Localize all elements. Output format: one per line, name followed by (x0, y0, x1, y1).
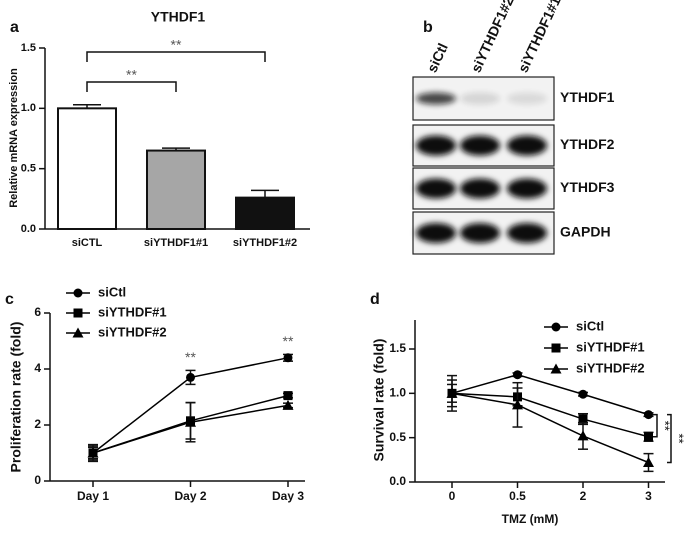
significance-label: ** (126, 67, 137, 83)
panel-label: b (423, 19, 433, 36)
marker (283, 391, 293, 401)
legend-label: siCtl (576, 318, 604, 333)
significance-label: ** (658, 421, 673, 431)
x-tick-label: 0.5 (509, 489, 526, 503)
significance-bracket (667, 413, 672, 464)
blot-band (460, 178, 500, 199)
blot-band (460, 223, 500, 243)
significance-label: ** (672, 433, 685, 443)
y-tick-label: 2 (34, 417, 41, 431)
blot-band (460, 92, 500, 105)
legend-label: siYTHDF#1 (98, 304, 167, 319)
line (451, 392, 649, 438)
line (451, 373, 649, 416)
lane-label: siYTHDF1#2 (468, 0, 517, 75)
marker (446, 387, 458, 398)
blot-band (416, 92, 456, 105)
blot-band (507, 135, 547, 156)
marker (185, 416, 196, 427)
bar (235, 196, 295, 230)
y-axis-label: Relative mRNA expression (8, 68, 20, 208)
marker (578, 389, 588, 399)
significance-label: ** (185, 349, 196, 365)
significance-bracket (86, 51, 266, 62)
y-tick-label: 1.0 (389, 386, 406, 400)
y-axis-label: Survival rate (fold) (371, 339, 387, 462)
marker (644, 432, 653, 442)
chart-title: YTHDF1 (151, 9, 206, 25)
marker (643, 456, 654, 467)
significance-label: ** (283, 333, 294, 349)
blot-band (416, 223, 456, 243)
x-tick-label: Day 3 (272, 489, 304, 503)
marker (186, 372, 195, 382)
y-tick-label: 0.5 (389, 430, 406, 444)
marker (512, 399, 523, 410)
blot-band (507, 223, 547, 243)
legend-marker (551, 322, 561, 332)
protein-label: YTHDF2 (560, 136, 615, 152)
line (451, 392, 649, 464)
x-tick-label: Day 2 (174, 489, 206, 503)
legend-marker (73, 308, 83, 318)
blot-band (416, 135, 456, 156)
blot-band (460, 135, 500, 156)
protein-label: GAPDH (560, 224, 611, 240)
y-tick-label: 0.5 (21, 163, 36, 175)
legend-marker (73, 288, 83, 298)
legend-label: siYTHDF#1 (576, 339, 645, 354)
legend-marker (72, 327, 84, 338)
marker (644, 410, 653, 420)
significance-label: ** (171, 37, 182, 53)
x-axis-label: TMZ (mM) (502, 512, 559, 526)
y-tick-label: 4 (34, 361, 41, 375)
panel-label: a (10, 19, 19, 36)
y-tick-label: 0 (34, 473, 41, 487)
marker (283, 353, 293, 363)
marker (577, 430, 589, 441)
x-tick-label: Day 1 (77, 489, 109, 503)
protein-label: YTHDF1 (560, 89, 615, 105)
y-tick-label: 1.5 (21, 42, 36, 54)
x-tick-label: siYTHDF1#2 (233, 237, 297, 249)
blot-band (507, 178, 547, 199)
y-tick-label: 1.5 (389, 341, 406, 355)
legend-label: siYTHDF#2 (576, 360, 645, 375)
bar (57, 107, 117, 230)
y-tick-label: 6 (34, 305, 41, 319)
blot-band (416, 178, 456, 199)
panel-label: d (370, 291, 380, 308)
marker (578, 414, 588, 424)
protein-label: YTHDF3 (560, 179, 615, 195)
y-tick-label: 0.0 (21, 223, 36, 235)
lane-label: siCtl (424, 41, 451, 75)
x-tick-label: 3 (645, 489, 652, 503)
x-tick-label: 2 (580, 489, 587, 503)
marker (282, 399, 294, 410)
legend-label: siYTHDF#2 (98, 324, 167, 339)
lane-label: siYTHDF1#1 (515, 0, 564, 75)
y-tick-label: 1.0 (21, 102, 36, 114)
x-tick-label: siCTL (72, 237, 103, 249)
significance-bracket (86, 81, 177, 92)
significance-bracket (653, 413, 658, 438)
legend-label: siCtl (98, 284, 126, 299)
bar (146, 149, 206, 230)
x-tick-label: 0 (449, 489, 456, 503)
marker (87, 447, 99, 458)
y-axis-label: Proliferation rate (fold) (8, 322, 24, 473)
legend-marker (551, 343, 561, 353)
y-tick-label: 0.0 (389, 474, 406, 488)
legend-marker (550, 363, 562, 374)
panel-label: c (5, 291, 14, 308)
marker (513, 370, 522, 380)
x-tick-label: siYTHDF1#1 (144, 237, 208, 249)
blot-band (507, 92, 547, 105)
